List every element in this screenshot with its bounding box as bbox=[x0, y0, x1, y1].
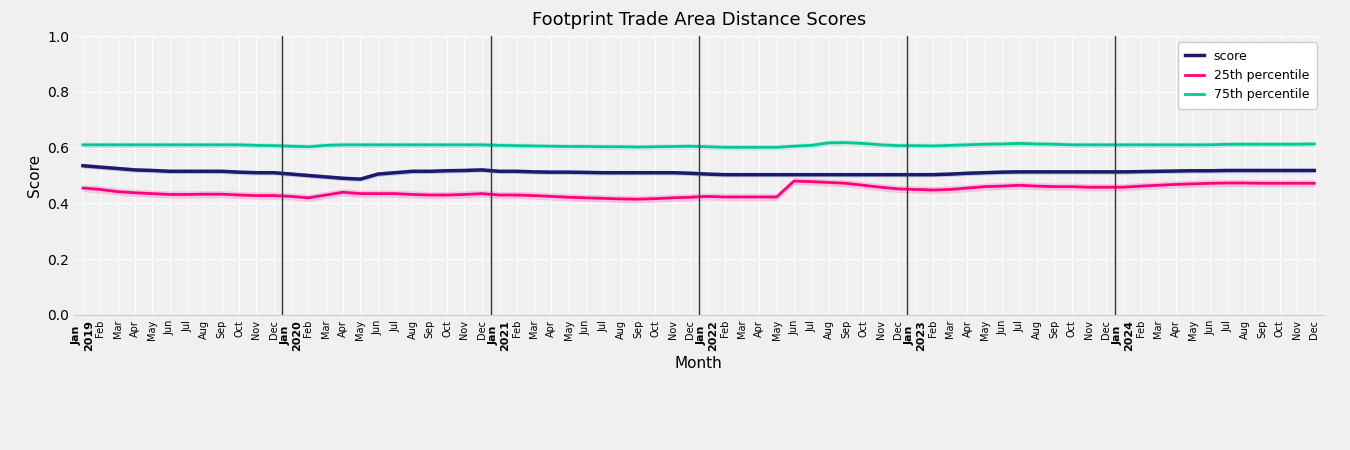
Title: Footprint Trade Area Distance Scores: Footprint Trade Area Distance Scores bbox=[532, 11, 865, 29]
X-axis label: Month: Month bbox=[675, 356, 722, 371]
Y-axis label: Score: Score bbox=[27, 154, 42, 197]
Legend: score, 25th percentile, 75th percentile: score, 25th percentile, 75th percentile bbox=[1177, 42, 1316, 109]
